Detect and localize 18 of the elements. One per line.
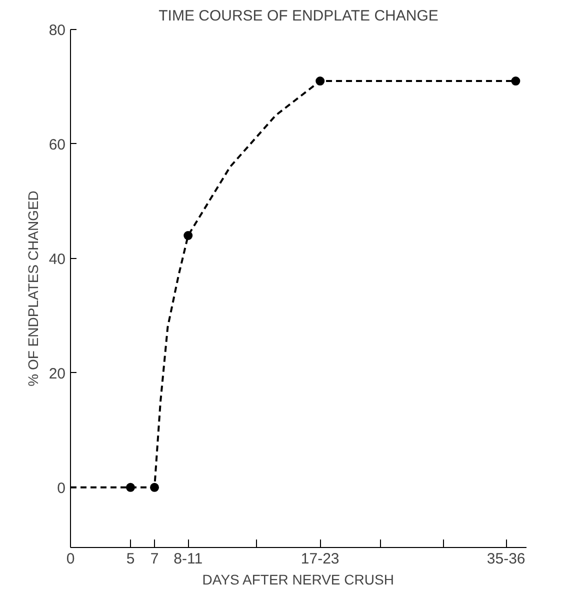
x-tick-label: 17-23 [300,550,340,568]
point [511,76,520,86]
x-tick-label: 8-11 [174,550,203,568]
y-axis-title: % OF ENDPLATES CHANGED [24,190,41,386]
chart-title: TIME COURSE OF ENDPLATE CHANGE [158,8,438,24]
y-tick-label: 20 [48,365,66,382]
point [150,482,159,492]
x-tick-label: 5 [126,550,135,568]
y-tick-label: 40 [48,250,66,268]
y-tick-label: 80 [48,22,66,39]
x-tick-label: 7 [150,550,159,568]
x-tick-label: 35-36 [486,550,526,568]
y-tick-label: 0 [57,480,66,497]
y-tick-label: 60 [48,136,66,154]
point [316,76,325,86]
x-axis-title: DAYS AFTER NERVE CRUSH [202,572,394,588]
point [126,482,135,492]
point [184,231,193,240]
